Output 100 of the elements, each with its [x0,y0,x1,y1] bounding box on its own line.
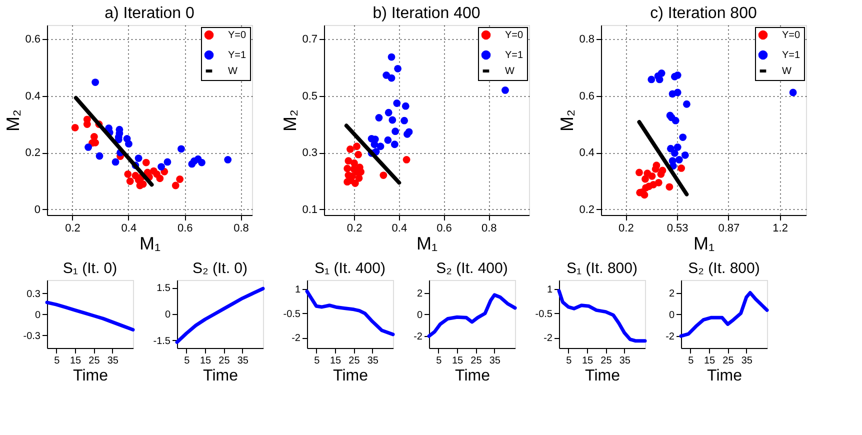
chart-title: S₂ (It. 800) [688,260,760,277]
x-tick-label: 25 [88,356,100,366]
x-tick-label: 35 [619,356,631,366]
chart-title: a) Iteration 0 [104,5,195,22]
x-tick-label: 15 [704,356,716,366]
x-tick-label: 5 [436,356,442,366]
y-tick-label: 0.3 [26,288,41,300]
point [164,158,172,166]
x-tick-label: 0.2 [346,222,362,234]
y-tick-label: 0.6 [579,90,594,102]
point [789,88,797,96]
line-series [45,300,135,332]
x-tick-label: 5 [54,356,60,366]
x-tick-label: 35 [741,356,753,366]
x-tick-label: 0.6 [177,222,193,234]
x-tick-label: 0.2 [65,222,80,234]
point [380,172,388,179]
x-tick-label: 0.4 [392,222,408,234]
point [681,151,689,159]
x-axis-title: Time [585,368,620,384]
point [666,183,674,191]
x-tick-label: 15 [330,356,342,366]
point [353,142,360,150]
point [658,70,666,77]
point [134,154,142,162]
y-axis-title: M₂ [3,110,24,132]
point [388,74,396,82]
x-axis-title: Time [707,368,742,384]
point [346,146,354,153]
point [670,149,678,157]
point [112,158,120,166]
point [384,108,392,116]
point [390,140,398,148]
x-tick-label: 35 [367,356,379,366]
x-axis-title: M₁ [416,234,438,254]
x-tick-label: 15 [452,356,464,366]
y-tick-label: 0.7 [302,34,318,46]
point [124,170,132,178]
y-tick-label: 0.4 [579,147,594,160]
point [656,76,664,84]
point [158,163,166,170]
point [650,180,658,188]
point [382,71,390,79]
y-tick-label: 0 [34,204,40,216]
point [142,158,150,166]
chart-title: b) Iteration 400 [372,5,480,22]
point [198,158,206,166]
y-tick-label: 2 [668,288,675,300]
x-tick-label: 35 [489,356,501,366]
point [156,174,164,182]
point [402,102,410,110]
x-tick-label: 15 [200,356,212,366]
y-tick-label: -2 [666,332,675,343]
x-tick-label: 0.53 [666,222,688,234]
x-axis-title: Time [73,368,108,384]
y-axis-title: M₂ [280,110,300,132]
point [678,164,686,172]
y-axis-title: M₂ [557,110,578,132]
point [672,116,680,124]
point [636,168,643,176]
y-tick-label: 1.5 [156,283,171,294]
point [126,178,134,185]
point [679,134,687,141]
x-tick-label: 25 [348,356,360,366]
x-axis-title: Time [455,368,490,384]
point [354,150,362,158]
y-tick-label: 0.4 [25,90,40,102]
legend-label: Y=0 [505,30,524,41]
point [658,166,666,174]
y-tick-label: 1 [294,284,301,296]
x-tick-label: 0.6 [436,222,452,234]
x-axis-title: M₁ [139,234,161,254]
x-tick-label: 5 [184,356,190,366]
point [648,172,656,180]
y-tick-label: 0.1 [302,204,318,216]
y-tick-label: -2 [414,332,423,343]
y-tick-label: 0 [668,310,675,321]
line-series [679,291,769,338]
x-tick-label: 0.4 [121,222,137,234]
x-tick-label: 25 [470,356,482,366]
chart-title: S₁ (It. 400) [314,260,386,277]
point [648,76,656,84]
point [674,88,682,96]
chart-title: S₁ (It. 0) [62,260,118,277]
point [84,144,92,151]
point [392,128,400,136]
x-axis-title: Time [333,368,368,384]
point [675,156,683,164]
point [402,156,410,164]
point [71,124,79,132]
x-tick-label: 35 [107,356,119,366]
x-tick-label: 15 [582,356,594,366]
point [83,120,91,128]
y-tick-label: 0.5 [302,90,318,102]
point [224,156,232,164]
x-tick-label: 25 [722,356,734,366]
x-tick-label: 5 [314,356,320,366]
point [674,71,682,79]
x-axis-title: Time [203,368,238,384]
y-tick-label: -2 [292,333,301,344]
